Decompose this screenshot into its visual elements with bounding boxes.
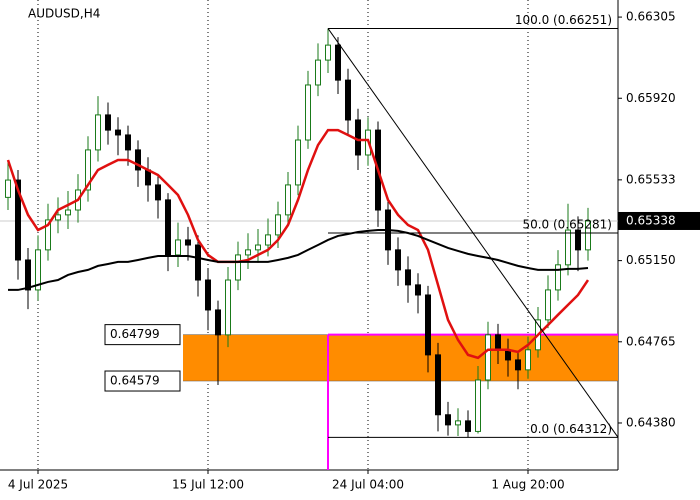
x-tick-label: 24 Jul 04:00	[332, 478, 404, 492]
candle-body	[225, 279, 231, 336]
y-tick-label: 0.65533	[626, 172, 676, 186]
zone-label: 0.64579	[110, 374, 160, 388]
candle-body	[515, 359, 521, 371]
candle-body	[555, 264, 561, 291]
fib-label: 50.0 (0.65281)	[522, 217, 612, 231]
y-tick-label: 0.65920	[626, 91, 676, 105]
candle-body	[435, 354, 441, 416]
candle-body	[305, 84, 311, 141]
candle-body	[255, 244, 261, 251]
x-tick-label: 1 Aug 20:00	[491, 478, 564, 492]
candle-body	[205, 279, 211, 311]
candle-body	[455, 420, 461, 426]
fib-label: 0.0 (0.64312)	[530, 422, 612, 436]
fib-label: 100.0 (0.66251)	[515, 13, 612, 27]
candle-body	[5, 179, 11, 198]
candle-body	[475, 379, 481, 432]
candle-body	[265, 234, 271, 246]
candle-body	[45, 219, 51, 251]
candle-body	[95, 114, 101, 151]
candle-body	[175, 239, 181, 256]
candle-body	[485, 334, 491, 381]
candle-body	[165, 199, 171, 256]
candle-body	[85, 149, 91, 191]
candle-body	[585, 220, 591, 251]
y-tick-label: 0.65150	[626, 253, 676, 267]
candle-body	[545, 289, 551, 321]
candle-body	[275, 214, 281, 236]
candle-body	[105, 114, 111, 131]
candle-body	[285, 184, 291, 216]
candle-body	[155, 184, 161, 201]
chart-title: AUDUSD,H4	[28, 7, 100, 21]
y-tick-label: 0.64765	[626, 334, 676, 348]
candle-body	[325, 44, 331, 61]
zone-label-box	[104, 370, 181, 392]
candle-body	[565, 229, 571, 266]
candle-body	[115, 129, 121, 136]
candle-body	[55, 214, 61, 221]
candle-body	[575, 229, 581, 251]
candle-body	[445, 414, 451, 426]
candle-body	[185, 239, 191, 246]
candle-body	[215, 309, 221, 336]
candle-body	[335, 44, 341, 81]
candle-body	[495, 334, 501, 351]
candle-body	[315, 59, 321, 86]
candle-body	[405, 269, 411, 286]
candle-body	[245, 249, 251, 256]
price-zone	[183, 334, 618, 382]
last-price-tag	[618, 211, 700, 230]
candle-body	[395, 249, 401, 271]
candle-body	[35, 249, 41, 291]
last-price-label: 0.65338	[626, 213, 676, 227]
candle-body	[125, 134, 131, 151]
zone-label: 0.64799	[110, 327, 160, 341]
candle-body	[15, 179, 21, 261]
moving-average	[6, 128, 590, 360]
candle-body	[355, 119, 361, 156]
candle-body	[235, 254, 241, 281]
candle-body	[425, 294, 431, 356]
candle-body	[135, 149, 141, 171]
x-tick-label: 4 Jul 2025	[8, 478, 68, 492]
candle-body	[415, 284, 421, 296]
candle-body	[295, 139, 301, 186]
candle-body	[25, 259, 31, 291]
x-tick-label: 15 Jul 12:00	[172, 478, 244, 492]
candle-body	[465, 420, 471, 432]
candle-body	[525, 349, 531, 371]
y-tick-label: 0.64380	[626, 415, 676, 429]
y-tick-label: 0.66305	[626, 10, 676, 24]
candle-body	[345, 79, 351, 121]
candle-body	[195, 244, 201, 281]
zone-label-box	[104, 324, 181, 346]
candle-body	[65, 209, 71, 216]
